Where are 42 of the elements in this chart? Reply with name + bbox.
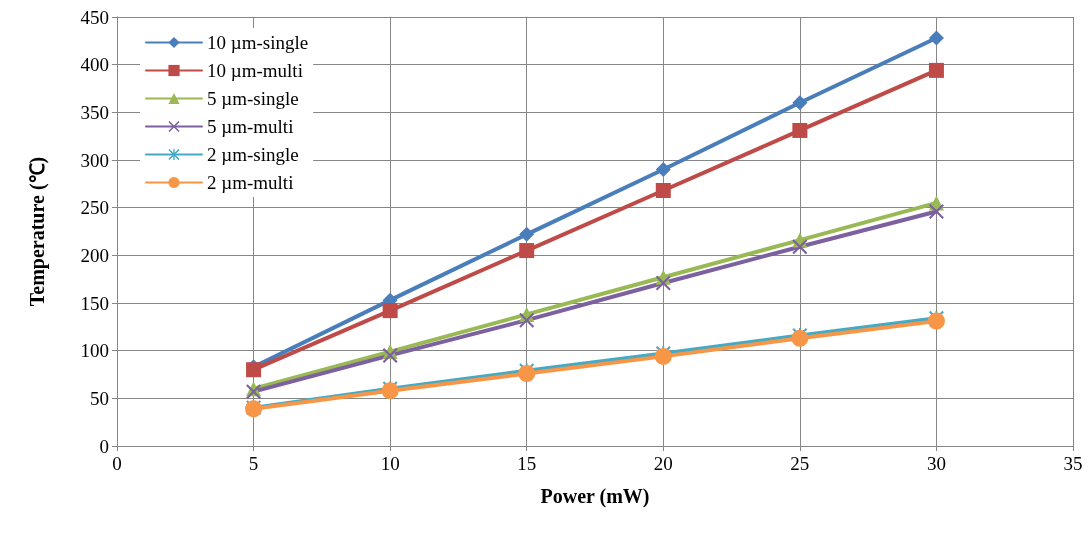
point [518, 365, 536, 383]
y-tick-label: 250 [80, 197, 109, 219]
x-axis-title: Power (mW) [540, 485, 650, 508]
x-tick-label: 25 [790, 453, 810, 474]
legend-label: 5 µm-multi [207, 116, 294, 137]
legend-label: 2 µm-multi [207, 172, 294, 193]
y-tick-label: 100 [80, 340, 109, 362]
legend-label: 5 µm-single [207, 88, 299, 109]
y-tick-label: 350 [80, 101, 109, 123]
point [791, 329, 809, 347]
y-axis-title: Temperature (℃) [26, 156, 49, 307]
point [927, 312, 945, 330]
point [928, 62, 944, 78]
point [382, 303, 398, 319]
point [519, 226, 535, 242]
point [655, 162, 671, 178]
point [928, 30, 944, 46]
y-tick-label: 150 [80, 292, 109, 314]
y-tick-label: 450 [80, 6, 109, 28]
x-tick-label: 15 [517, 453, 537, 474]
legend-label: 2 µm-single [207, 144, 299, 165]
point [928, 203, 944, 219]
x-tick-label: 30 [926, 453, 946, 474]
x-tick-label: 20 [653, 453, 673, 474]
y-tick-label: 400 [80, 54, 109, 76]
point [655, 183, 671, 199]
y-tick-label: 300 [80, 149, 109, 171]
y-tick-label: 0 [99, 435, 109, 457]
legend-label: 10 µm-multi [207, 60, 303, 81]
y-tick-label: 50 [90, 387, 109, 409]
x-tick-label: 5 [248, 453, 259, 474]
x-tick-label: 35 [1063, 453, 1083, 474]
point [519, 243, 535, 259]
x-tick-label: 10 [380, 453, 400, 474]
y-tick-label: 200 [80, 244, 109, 266]
point [655, 275, 671, 291]
legend-label: 10 µm-single [207, 32, 309, 53]
x-tick-label: 0 [112, 453, 122, 474]
point [792, 122, 808, 138]
point [519, 312, 535, 328]
point [792, 239, 808, 255]
point [792, 95, 808, 111]
